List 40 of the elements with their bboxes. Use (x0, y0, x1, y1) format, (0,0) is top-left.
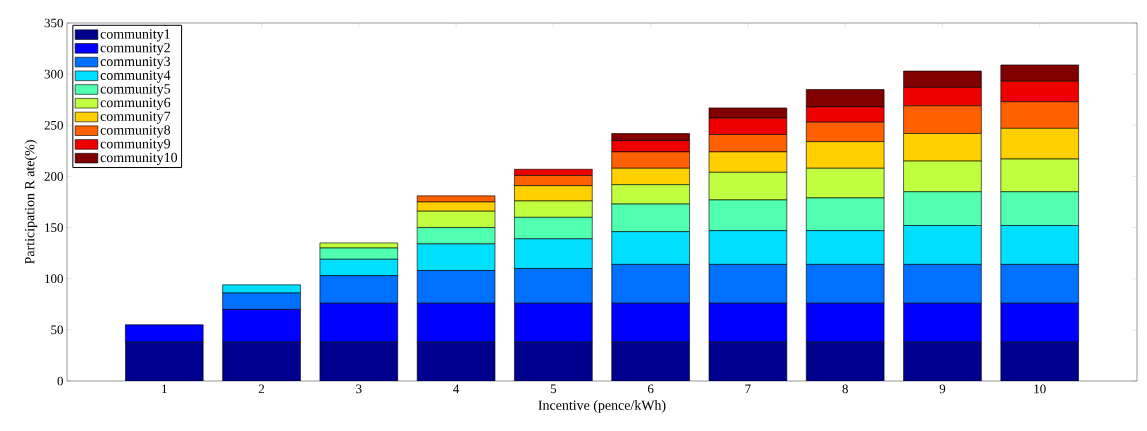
bar (125, 342, 204, 381)
legend-label: community3 (100, 56, 171, 69)
y-tick-label: 50 (51, 325, 63, 335)
y-tick-label: 250 (44, 120, 63, 130)
bar (319, 342, 398, 381)
x-tick-label: 5 (550, 384, 557, 394)
x-tick-label: 8 (842, 384, 848, 394)
x-tick-label: 10 (1034, 384, 1046, 394)
legend-label: community9 (100, 139, 171, 152)
bar (709, 342, 787, 381)
bar (806, 342, 885, 381)
bar (417, 342, 495, 381)
bar (1000, 341, 1079, 381)
legend-label: community2 (100, 42, 170, 56)
x-tick-label: 4 (453, 384, 460, 394)
legend-label: community5 (100, 84, 171, 97)
x-tick-label: 2 (258, 384, 265, 394)
y-tick-label: 150 (45, 223, 63, 232)
x-tick-label: 6 (647, 384, 654, 394)
legend-label: community7 (100, 111, 171, 124)
x-tick-label: 1 (162, 384, 167, 394)
x-tick-label: 9 (939, 384, 946, 394)
legend-label: community10 (100, 152, 178, 166)
y-tick-label: 0 (57, 376, 63, 386)
bar (903, 342, 982, 381)
y-tick-label: 100 (45, 274, 63, 284)
bar (611, 342, 690, 381)
legend-label: community8 (100, 125, 171, 138)
bar (514, 342, 593, 381)
legend-label: community6 (100, 97, 171, 111)
x-tick-label: 3 (356, 384, 362, 394)
y-tick-label: 200 (44, 172, 63, 181)
x-axis-title: Incentive (pence/kWh) (538, 400, 666, 413)
y-axis-title: Participation R ate(%) (24, 140, 38, 264)
y-tick-label: 300 (44, 69, 63, 79)
legend-label: community1 (100, 29, 170, 42)
y-tick-label: 350 (44, 18, 63, 28)
legend-label: community4 (100, 70, 171, 83)
x-tick-label: 7 (745, 384, 751, 393)
bar (222, 342, 301, 381)
